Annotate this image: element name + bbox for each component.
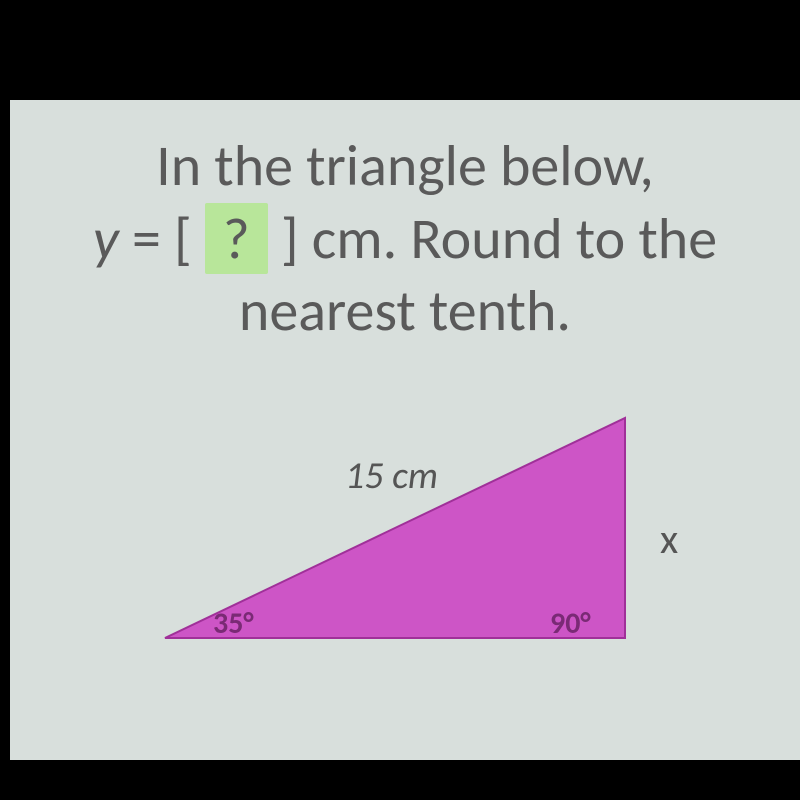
variable-y: y [93,203,119,274]
answer-blank[interactable]: ? [205,203,268,274]
y-label: y [415,649,435,668]
question-text: In the triangle below, y = [ ? ] cm. Rou… [10,100,800,348]
question-line1: In the triangle below, [10,130,800,203]
problem-content: In the triangle below, y = [ ? ] cm. Rou… [0,100,800,760]
angle-right-label: 90° [550,605,591,642]
question-line2: y = [ ? ] cm. Round to the [10,203,800,276]
question-line3: nearest tenth. [10,275,800,348]
triangle-diagram: 15 cm x y 35° 90° [105,388,705,668]
angle-left-label: 35° [213,605,254,642]
x-label: x [660,514,678,565]
top-letterbox [0,0,800,100]
bottom-letterbox [0,760,800,800]
hypotenuse-label: 15 cm [345,453,438,499]
triangle-svg: 15 cm x y 35° 90° [105,388,705,668]
